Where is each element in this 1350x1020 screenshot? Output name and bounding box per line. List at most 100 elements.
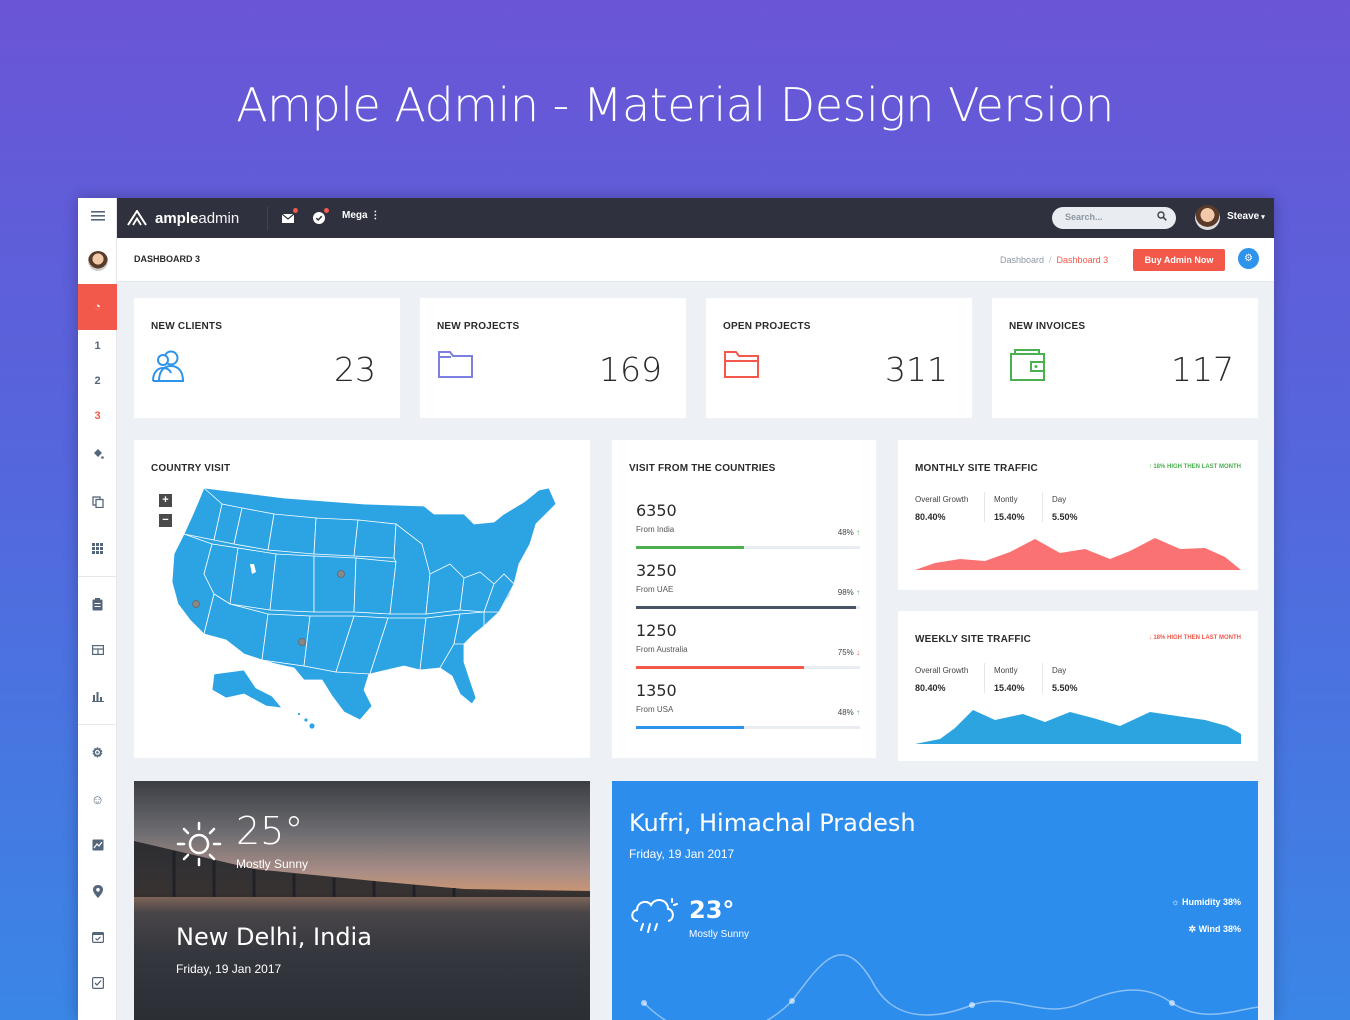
visit-percent-text: 48% bbox=[837, 708, 854, 717]
stat-card-new-clients: NEW CLIENTS 23 bbox=[134, 298, 400, 418]
visit-percent: 98% ↑ bbox=[838, 588, 860, 597]
menu-toggle-icon[interactable] bbox=[78, 198, 117, 234]
stat-title: NEW PROJECTS bbox=[437, 321, 520, 332]
metric-label: Day bbox=[1052, 495, 1067, 504]
page-title: DASHBOARD 3 bbox=[134, 254, 201, 264]
trend-up-icon: ↑ bbox=[1148, 464, 1154, 470]
metric-label: Montly bbox=[994, 495, 1018, 504]
usa-map[interactable] bbox=[164, 484, 564, 746]
metric-value: 80.40% bbox=[915, 512, 946, 522]
card-title: WEEKLY SITE TRAFFIC bbox=[915, 634, 1032, 645]
topbar: ample admin Mega ⋮ Search... Steave ▾ bbox=[117, 198, 1274, 238]
map-marker[interactable] bbox=[337, 570, 345, 578]
metric-label: Day bbox=[1052, 666, 1067, 675]
folder-open-icon bbox=[724, 351, 759, 378]
search-placeholder: Search... bbox=[1065, 212, 1103, 222]
weather-card-kufri: Kufri, Himachal Pradesh Friday, 19 Jan 2… bbox=[612, 781, 1258, 1020]
mail-icon[interactable] bbox=[280, 208, 298, 226]
topbar-divider bbox=[267, 206, 268, 230]
metric-value: 5.50% bbox=[1052, 683, 1078, 693]
card-title: MONTHLY SITE TRAFFIC bbox=[915, 463, 1038, 474]
metric-value: 15.40% bbox=[994, 512, 1025, 522]
user-menu[interactable]: Steave ▾ bbox=[1227, 211, 1265, 222]
trend-down-icon: ↓ bbox=[856, 648, 860, 657]
visit-count: 1350 bbox=[636, 681, 677, 700]
user-avatar[interactable] bbox=[1195, 205, 1220, 230]
metric-label: Montly bbox=[994, 666, 1018, 675]
stat-title: NEW INVOICES bbox=[1009, 321, 1086, 332]
trend-note: ↑ 18% HIGH THEN LAST MONTH bbox=[1149, 464, 1241, 470]
visit-percent-text: 98% bbox=[837, 588, 854, 597]
wallet-icon bbox=[1010, 349, 1045, 381]
map-marker[interactable] bbox=[192, 600, 200, 608]
trend-note-text: 18% HIGH THEN LAST MONTH bbox=[1153, 464, 1241, 470]
search-icon[interactable] bbox=[1157, 211, 1167, 224]
visit-percent: 48% ↑ bbox=[838, 528, 860, 537]
visit-progress-fill bbox=[636, 606, 856, 609]
sidebar: ◔ 1 2 3 ⚙ ☺ bbox=[78, 198, 117, 1020]
country-visit-card: COUNTRY VISIT + − bbox=[134, 440, 590, 758]
weather-condition: Mostly Sunny bbox=[689, 929, 750, 940]
trend-down-icon: ↓ bbox=[1148, 635, 1154, 641]
sidebar-item-1[interactable]: 1 bbox=[94, 340, 101, 352]
sidebar-item-2[interactable]: 2 bbox=[94, 375, 101, 387]
page-header: DASHBOARD 3 Dashboard / Dashboard 3 Buy Ad… bbox=[117, 238, 1274, 282]
trend-note-text: 18% HIGH THEN LAST MONTH bbox=[1153, 635, 1241, 641]
settings-icon[interactable]: ⚙ bbox=[91, 745, 104, 760]
visit-count: 1250 bbox=[636, 621, 677, 640]
visit-percent: 48% ↑ bbox=[838, 708, 860, 717]
visits-card: VISIT FROM THE COUNTRIES 6350 From India 4… bbox=[612, 440, 876, 758]
metric-value: 80.40% bbox=[915, 683, 946, 693]
bridge-photo bbox=[134, 841, 590, 1020]
app-logo[interactable]: ample admin bbox=[127, 198, 239, 238]
sidebar-avatar[interactable] bbox=[78, 244, 117, 278]
smiley-icon[interactable]: ☺ bbox=[90, 791, 105, 807]
location-pin-icon[interactable] bbox=[78, 874, 117, 908]
bar-chart-icon[interactable] bbox=[78, 679, 117, 713]
copy-icon[interactable] bbox=[78, 485, 117, 519]
humidity-icon: ☼ bbox=[1171, 897, 1182, 907]
map-zoom-out-button[interactable]: − bbox=[159, 514, 172, 527]
wind-text: Wind 38% bbox=[1198, 924, 1241, 934]
weekly-traffic-card: WEEKLY SITE TRAFFIC ↓ 18% HIGH THEN LAST… bbox=[898, 611, 1258, 761]
search-input[interactable]: Search... bbox=[1052, 207, 1176, 229]
trend-note: ↓ 18% HIGH THEN LAST MONTH bbox=[1149, 635, 1241, 641]
breadcrumb-item-dashboard[interactable]: Dashboard bbox=[1000, 255, 1045, 265]
hero-title: Ample Admin - Material Design Version bbox=[236, 78, 1114, 132]
visit-source: From Australia bbox=[636, 645, 688, 654]
theme-settings-icon[interactable]: ⚙ bbox=[1238, 248, 1259, 269]
folder-icon bbox=[438, 351, 473, 378]
calendar-icon[interactable] bbox=[78, 920, 117, 954]
checklist-icon[interactable] bbox=[78, 966, 117, 1000]
visit-count: 6350 bbox=[636, 501, 677, 520]
card-title: VISIT FROM THE COUNTRIES bbox=[629, 463, 776, 474]
paint-bucket-icon[interactable] bbox=[78, 437, 117, 471]
temperature-curve bbox=[641, 954, 1258, 1020]
mega-menu-label: Mega bbox=[342, 210, 368, 221]
table-icon[interactable] bbox=[78, 633, 117, 667]
breadcrumb-item-current: Dashboard 3 bbox=[1056, 255, 1109, 265]
visit-row: 1350 From USA 48% ↑ bbox=[636, 681, 860, 729]
metric-value: 15.40% bbox=[994, 683, 1025, 693]
buy-admin-button[interactable]: Buy Admin Now bbox=[1133, 249, 1225, 271]
mega-menu[interactable]: Mega ⋮ bbox=[342, 210, 380, 221]
weather-temperature: 23° bbox=[689, 896, 735, 924]
sidebar-item-dashboard[interactable]: ◔ bbox=[78, 284, 117, 330]
cloud-rain-icon bbox=[631, 898, 678, 933]
apps-grid-icon[interactable] bbox=[78, 531, 117, 565]
map-zoom-in-button[interactable]: + bbox=[159, 494, 172, 507]
clipboard-icon[interactable] bbox=[78, 587, 117, 621]
visit-percent-text: 48% bbox=[837, 528, 854, 537]
stat-value: 23 bbox=[334, 350, 376, 389]
map-icon[interactable] bbox=[78, 828, 117, 862]
check-circle-icon[interactable] bbox=[311, 208, 329, 226]
map-marker[interactable] bbox=[298, 638, 306, 646]
metric-label: Overall Growth bbox=[915, 666, 969, 675]
stat-card-new-invoices: NEW INVOICES 117 bbox=[992, 298, 1258, 418]
stat-value: 169 bbox=[599, 350, 662, 389]
visit-progress-fill bbox=[636, 726, 744, 729]
wind-readout: ✲ Wind 38% bbox=[1189, 924, 1241, 935]
sidebar-item-3[interactable]: 3 bbox=[94, 410, 101, 422]
logo-text-bold: ample bbox=[155, 209, 199, 227]
visit-source: From USA bbox=[636, 705, 674, 714]
